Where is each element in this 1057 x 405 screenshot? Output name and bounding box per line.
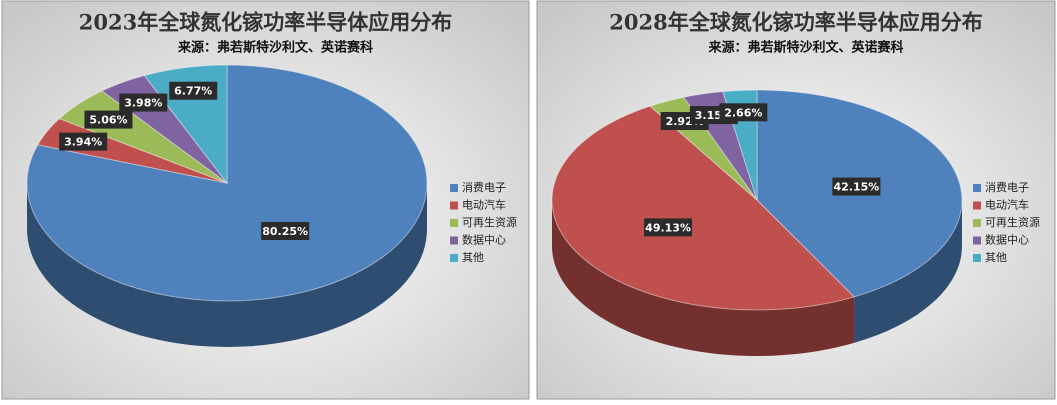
chart-subtitle: 来源：弗若斯特沙利文、英诺赛科	[177, 40, 373, 56]
slice	[551, 105, 856, 311]
legend-swatch	[973, 184, 981, 192]
legend-swatch	[973, 254, 981, 262]
value-label-box	[59, 132, 108, 151]
value-label-box	[119, 93, 168, 112]
legend-swatch	[973, 201, 981, 210]
value-label: 80.25%	[262, 225, 308, 238]
value-label: 3.98%	[124, 97, 162, 110]
slice-side	[552, 200, 855, 356]
value-label-box	[169, 81, 218, 100]
value-label: 5.06%	[89, 114, 127, 127]
legend-label: 消费电子	[985, 180, 1029, 194]
value-label: 3.94%	[64, 136, 102, 149]
value-label-box	[84, 110, 133, 129]
chart-subtitle: 来源：弗若斯特沙利文、英诺赛科	[707, 40, 903, 56]
legend-swatch	[450, 254, 458, 262]
chart-title: 2028年全球氮化镓功率半导体应用分布	[609, 10, 982, 35]
legend-label: 其他	[462, 251, 484, 264]
legend-label: 数据中心	[985, 233, 1029, 247]
slice	[26, 64, 428, 302]
chart-panel: 2028年全球氮化镓功率半导体应用分布来源：弗若斯特沙利文、英诺赛科爱集微iji…	[536, 0, 1056, 400]
chart-title: 2023年全球氮化镓功率半导体应用分布	[79, 10, 452, 35]
value-label: 2.66%	[724, 106, 762, 119]
legend-label: 其他	[985, 251, 1007, 264]
legend-swatch	[450, 219, 458, 227]
legend-swatch	[973, 236, 981, 245]
legend-swatch	[450, 201, 458, 210]
chart-panel: 2023年全球氮化镓功率半导体应用分布来源：弗若斯特沙利文、英诺赛科爱集微iji…	[1, 0, 530, 400]
value-label-box	[644, 218, 693, 237]
value-label-box	[832, 177, 881, 196]
value-label: 49.13%	[645, 221, 691, 234]
legend-label: 可再生资源	[462, 215, 517, 229]
legend-label: 消费电子	[462, 180, 506, 194]
legend-swatch	[973, 219, 981, 227]
value-label-box	[719, 103, 768, 122]
value-label: 6.77%	[174, 85, 212, 98]
legend-swatch	[450, 236, 458, 245]
legend-label: 电动汽车	[985, 198, 1029, 212]
legend-label: 数据中心	[462, 233, 506, 247]
slice-side	[27, 183, 427, 347]
legend-swatch	[450, 184, 458, 192]
value-label-box	[261, 222, 310, 241]
value-label: 42.15%	[833, 181, 879, 194]
legend-label: 可再生资源	[985, 215, 1040, 229]
legend-label: 电动汽车	[462, 198, 506, 212]
slice-side	[854, 200, 962, 343]
